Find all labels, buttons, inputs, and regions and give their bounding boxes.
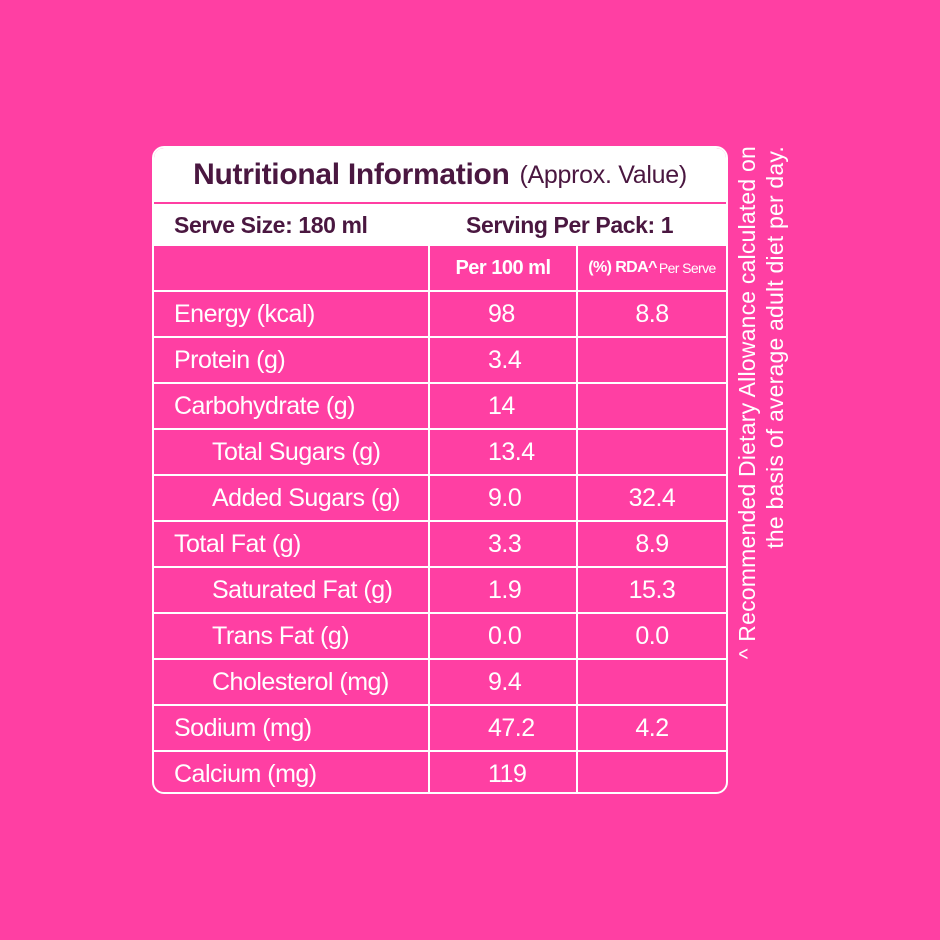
- table-row: Carbohydrate (g) 14: [154, 382, 726, 428]
- column-header-rda-label: (%) RDA^: [588, 259, 657, 276]
- per100-value: 47.2: [488, 713, 535, 742]
- nutrient-grid: Per 100 ml (%) RDA^ Per Serve Energy (kca…: [154, 244, 726, 792]
- per100-value: 0.0: [488, 621, 522, 650]
- nutrient-label: Protein (g): [174, 345, 286, 374]
- per100-value: 3.3: [488, 529, 522, 558]
- table-row: Sodium (mg) 47.2 4.2: [154, 704, 726, 750]
- per100-value: 14: [488, 391, 515, 420]
- serving-info-bar: Serve Size: 180 ml Serving Per Pack: 1: [154, 204, 726, 244]
- footnote-line: ^ Recommended Dietary Allowance calculat…: [734, 146, 760, 660]
- table-row: Energy (kcal) 98 8.8: [154, 290, 726, 336]
- serve-size: Serve Size: 180 ml: [174, 212, 368, 238]
- column-header-per100: Per 100 ml: [455, 256, 551, 279]
- nutrient-label: Total Fat (g): [174, 529, 301, 558]
- rda-value: [578, 338, 726, 382]
- nutrient-label: Trans Fat (g): [212, 621, 350, 650]
- column-divider: [428, 244, 430, 792]
- rda-value: [578, 384, 726, 428]
- column-divider: [576, 244, 578, 792]
- nutrient-label: Energy (kcal): [174, 299, 315, 328]
- rda-value: [578, 752, 726, 792]
- nutrient-label: Added Sugars (g): [212, 483, 400, 512]
- rda-value: [578, 660, 726, 704]
- rda-value: 4.2: [635, 713, 669, 742]
- per100-value: 9.0: [488, 483, 522, 512]
- per100-value: 98: [488, 299, 515, 328]
- table-row: Calcium (mg) 119: [154, 750, 726, 792]
- serving-per-pack: Serving Per Pack: 1: [466, 212, 674, 238]
- table-row: Protein (g) 3.4: [154, 336, 726, 382]
- column-header-rda-unit: Per Serve: [658, 260, 716, 276]
- column-header-row: Per 100 ml (%) RDA^ Per Serve: [154, 244, 726, 290]
- nutrition-table: Nutritional Information (Approx. Value) …: [152, 146, 728, 794]
- table-row: Added Sugars (g) 9.0 32.4: [154, 474, 726, 520]
- table-title: Nutritional Information: [193, 158, 510, 191]
- table-row: Saturated Fat (g) 1.9 15.3: [154, 566, 726, 612]
- rda-footnote-text: ^ Recommended Dietary Allowance calculat…: [733, 146, 789, 794]
- table-title-bar: Nutritional Information (Approx. Value): [154, 148, 726, 204]
- column-header-rda: (%) RDA^ Per Serve: [578, 246, 726, 290]
- table-row: Total Fat (g) 3.3 8.9: [154, 520, 726, 566]
- nutrient-label: Sodium (mg): [174, 713, 312, 742]
- per100-value: 119: [488, 759, 527, 788]
- rda-value: 8.8: [635, 299, 669, 328]
- table-row: Trans Fat (g) 0.0 0.0: [154, 612, 726, 658]
- per100-value: 1.9: [488, 575, 522, 604]
- footnote-line: the basis of average adult diet per day.: [762, 146, 788, 549]
- nutrient-label: Calcium (mg): [174, 759, 317, 788]
- rda-value: 8.9: [635, 529, 669, 558]
- table-row: Total Sugars (g) 13.4: [154, 428, 726, 474]
- per100-value: 13.4: [488, 437, 535, 466]
- rda-value: 0.0: [635, 621, 669, 650]
- nutrient-label: Carbohydrate (g): [174, 391, 355, 420]
- nutrient-label: Total Sugars (g): [212, 437, 381, 466]
- per100-value: 9.4: [488, 667, 522, 696]
- per100-value: 3.4: [488, 345, 522, 374]
- nutrient-label: Saturated Fat (g): [212, 575, 393, 604]
- rda-footnote: ^ Recommended Dietary Allowance calculat…: [728, 146, 794, 794]
- rda-value: 32.4: [628, 483, 676, 512]
- table-title-note: (Approx. Value): [519, 160, 688, 189]
- nutrient-label: Cholesterol (mg): [212, 667, 389, 696]
- rda-value: 15.3: [628, 575, 676, 604]
- rda-value: [578, 430, 726, 474]
- table-row: Cholesterol (mg) 9.4: [154, 658, 726, 704]
